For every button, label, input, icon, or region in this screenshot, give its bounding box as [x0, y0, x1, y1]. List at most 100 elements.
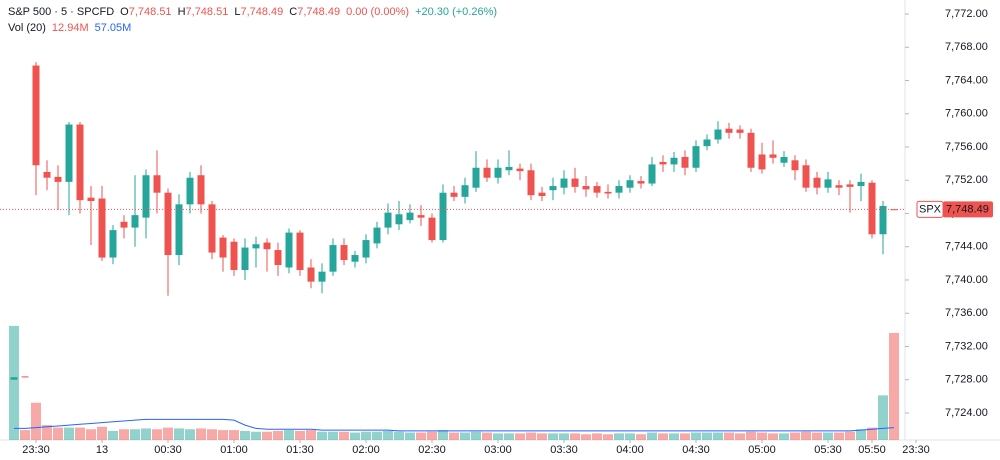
- volume-bar: [646, 432, 657, 440]
- volume-bar: [261, 431, 272, 440]
- candle-body: [384, 212, 392, 228]
- candle-body: [483, 167, 491, 178]
- volume-bar: [327, 431, 338, 440]
- volume-bar: [30, 402, 41, 440]
- candle-body: [208, 204, 216, 253]
- candle-body: [131, 215, 139, 228]
- candle-body: [417, 215, 425, 218]
- volume-bar: [536, 433, 547, 440]
- volume-bar: [734, 433, 745, 440]
- candle-body: [857, 181, 865, 187]
- volume-bar: [514, 433, 525, 440]
- x-tick-label: 13: [96, 444, 108, 456]
- x-tick-label: 02:30: [418, 444, 446, 456]
- volume-bar: [834, 432, 844, 440]
- volume-bar: [756, 432, 767, 440]
- candle-body: [516, 168, 524, 172]
- y-tick-label: 7,760.00: [945, 108, 988, 120]
- candle-body: [582, 186, 590, 190]
- volume-bar: [305, 430, 316, 440]
- volume-bar: [569, 433, 580, 440]
- volume-bar: [668, 433, 679, 440]
- symbol: S&P 500 · 5 · SPCFD: [8, 6, 114, 18]
- x-tick-label: 04:30: [682, 444, 710, 456]
- volume-bar: [745, 431, 756, 440]
- candle-body: [153, 175, 161, 193]
- volume-bar: [195, 428, 206, 440]
- volume-bar: [272, 430, 283, 440]
- volume-ma-line: [13, 418, 895, 432]
- candle-body: [879, 205, 887, 235]
- volume-bar: [41, 425, 52, 440]
- volume-bar: [19, 430, 30, 440]
- volume-bar: [867, 427, 877, 440]
- x-tick-label: 04:00: [616, 444, 644, 456]
- candle-body: [538, 192, 546, 197]
- volume-bar: [690, 432, 701, 440]
- candle-body: [714, 129, 722, 140]
- ohlc-key: O: [120, 6, 129, 18]
- volume-bar: [481, 432, 492, 440]
- ohlc-value: 7,748.49: [297, 6, 340, 18]
- x-tick-label: 01:30: [286, 444, 314, 456]
- candle-body: [615, 186, 623, 193]
- x-tick-label: 02:00: [352, 444, 380, 456]
- volume-bar: [845, 431, 855, 440]
- candle-body: [197, 175, 205, 205]
- candle-body: [175, 204, 183, 256]
- candle-body: [406, 212, 414, 221]
- candle-body: [362, 240, 370, 258]
- candle-body: [758, 154, 766, 170]
- volume-bar: [294, 430, 305, 440]
- candle-body: [527, 170, 535, 196]
- candle-body: [637, 181, 645, 184]
- price-tag-name: SPX: [919, 203, 942, 215]
- candle-body: [505, 166, 513, 171]
- volume-bar: [228, 430, 239, 440]
- volume-bar: [349, 432, 360, 440]
- candle-body: [769, 154, 777, 158]
- x-tick-label: 05:50: [858, 444, 886, 456]
- volume-bar: [778, 433, 789, 440]
- ohlc-value: 7,748.49: [240, 6, 283, 18]
- candle-body: [120, 221, 128, 228]
- candle-body: [494, 167, 502, 178]
- volume-bar: [823, 432, 833, 440]
- y-tick-label: 7,764.00: [945, 74, 988, 86]
- candle-body: [98, 198, 106, 258]
- y-tick-label: 7,732.00: [945, 340, 988, 352]
- volume-bar: [679, 433, 690, 440]
- y-tick-label: 7,736.00: [945, 307, 988, 319]
- volume-bar: [723, 432, 734, 440]
- y-tick-label: 7,768.00: [945, 41, 988, 53]
- volume-bar: [525, 432, 536, 440]
- header: S&P 500 · 5 · SPCFD O7,748.51 H7,748.51 L7,…: [8, 6, 497, 34]
- volume-bar: [635, 434, 646, 440]
- volume-bar: [107, 430, 118, 440]
- volume-bar: [415, 432, 426, 440]
- y-tick-label: 7,752.00: [945, 174, 988, 186]
- candle-body: [274, 250, 282, 266]
- x-tick-label: 01:00: [220, 444, 248, 456]
- candle-body: [318, 271, 326, 282]
- candle-body: [329, 245, 337, 272]
- y-tick-label: 7,728.00: [945, 374, 988, 386]
- candle-body: [659, 161, 667, 165]
- candle-body: [725, 128, 733, 133]
- volume-bar: [96, 426, 107, 440]
- candle-body: [670, 157, 678, 165]
- volume-bar: [657, 433, 668, 440]
- volume-bar: [613, 433, 624, 440]
- volume-bar: [492, 433, 503, 440]
- candle-body: [186, 177, 194, 205]
- candle-body: [241, 247, 249, 271]
- candle-body: [846, 184, 854, 187]
- candle-body: [296, 232, 304, 271]
- candle-body: [87, 197, 95, 202]
- ohlc-value: 7,748.51: [129, 6, 172, 18]
- volume-bar: [767, 433, 778, 440]
- volume-bar: [558, 433, 569, 440]
- volume-bar: [338, 431, 349, 440]
